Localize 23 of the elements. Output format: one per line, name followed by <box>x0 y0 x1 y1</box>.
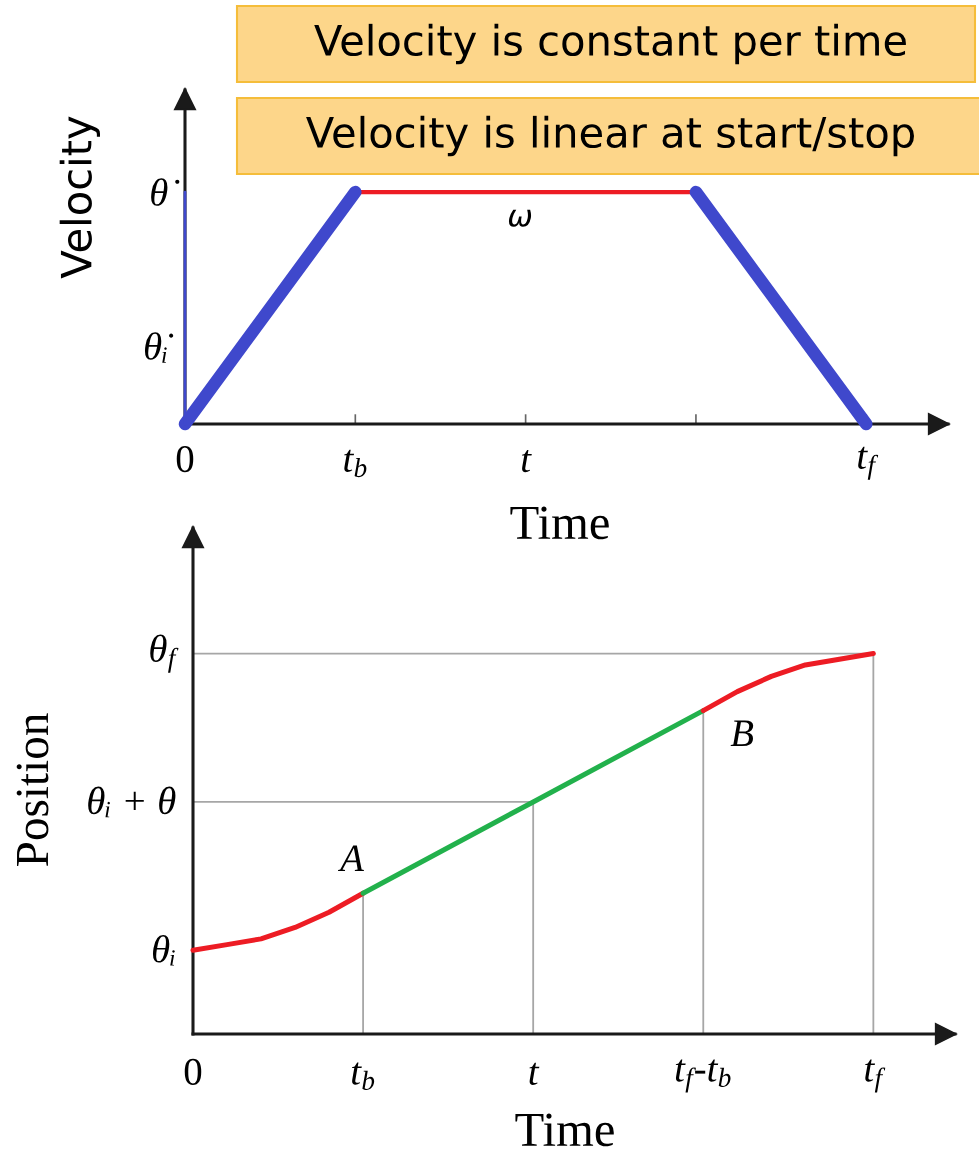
x-tick-label: t <box>529 1062 540 1085</box>
x-tick-label: 0 <box>184 1058 202 1085</box>
annotation: B <box>730 720 754 747</box>
annotation: θ$_{f}$ <box>150 634 179 673</box>
text: Velocity is linear at start/stop <box>306 115 914 157</box>
annotation: ω <box>508 209 532 227</box>
x-tick-label: 0 <box>176 445 194 473</box>
y-axis-title: Velocity <box>59 116 100 279</box>
x-axis-title: Time <box>510 506 609 540</box>
annotation: θᵢ + θ <box>88 786 176 818</box>
annotation: θ̇ <box>151 178 180 206</box>
x-tick-label: t$_{f}$ <box>858 446 879 480</box>
x-tick-label: t$_{f}$-t$_{b}$ <box>675 1059 731 1093</box>
annotation: θᵢ <box>152 934 175 966</box>
annotation: A <box>337 845 364 872</box>
x-tick-label: t <box>521 449 532 473</box>
annotation: θ̇ᵢ <box>144 332 174 363</box>
x-tick-label: t$_{b}$ <box>351 1062 375 1090</box>
x-axis-title: Time <box>515 1113 614 1147</box>
x-tick-label: t$_{f}$ <box>865 1059 886 1093</box>
x-tick-label: t$_{b}$ <box>344 449 367 478</box>
text: Velocity is constant per time <box>314 23 906 65</box>
y-axis-title: Position <box>16 713 49 867</box>
